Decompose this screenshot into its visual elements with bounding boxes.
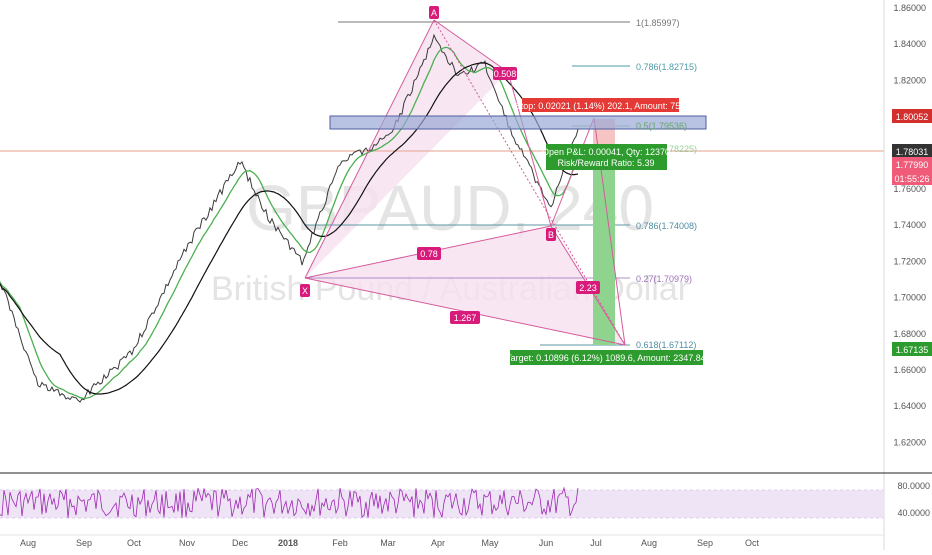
target-zone (593, 151, 615, 345)
y-axis-label: 1.74000 (893, 220, 926, 230)
x-axis-label: Dec (232, 538, 249, 548)
ratio-1267-text: 1.267 (454, 313, 477, 323)
x-axis-label: Jun (539, 538, 554, 548)
stop-label-bg (522, 98, 679, 112)
y-axis-label: 1.76000 (893, 184, 926, 194)
price-tag-dark-text: 1.78031 (896, 147, 929, 157)
label-a-bg (429, 6, 439, 19)
resistance-zone[interactable] (329, 115, 707, 130)
ratio-to-b-line (507, 71, 552, 227)
price-tag-pink-text: 1.77990 (896, 160, 929, 170)
price-tag-pink-bg (892, 157, 932, 171)
fib-label-27: 0.27(1.70979) (636, 274, 692, 284)
label-b-bg (546, 228, 556, 241)
ratio-1267: 1.267 (450, 311, 480, 324)
price-tag-green: 1.67135 (892, 342, 932, 356)
open-pl-text: Open P&L: 0.00041, Qty: 12370 (542, 147, 670, 157)
time-axis: Aug Sep Oct Nov Dec 2018 Feb Mar Apr May Jun Jul Aug… (20, 538, 760, 548)
ma-green-line (0, 46, 579, 400)
watermark-symbol: GBPAUD, 240 (246, 172, 654, 244)
price-tag-red-text: 1.80052 (896, 112, 929, 122)
y-axis-label: 1.82000 (893, 75, 926, 85)
price-tag-pink: 1.77990 (892, 157, 932, 171)
ma-black-line (0, 62, 579, 395)
y-axis-label: 1.64000 (893, 401, 926, 411)
y-axis-label: 1.72000 (893, 256, 926, 266)
price-tag-red-bg (892, 109, 932, 123)
b-to-c-line (550, 117, 595, 227)
ratio-078-bg (417, 247, 441, 260)
rsi-lower-label: 40.0000 (897, 508, 930, 518)
x-axis-label: Aug (20, 538, 36, 548)
y-axis-label: 1.62000 (893, 437, 926, 447)
target-label[interactable]: Target: 0.10896 (6.12%) 1089.6, Amount: … (506, 350, 706, 365)
ratio-508-bg (493, 67, 517, 80)
rsi-line (0, 486, 579, 518)
fib-label-b: 0.786(1.74008) (636, 221, 697, 231)
x-axis-label: Mar (380, 538, 396, 548)
x-axis-label: 2018 (278, 538, 298, 548)
x-axis-label: Sep (76, 538, 92, 548)
label-a: A (429, 6, 439, 19)
label-b-text: B (548, 230, 554, 240)
y-axis-label: 1.66000 (893, 365, 926, 375)
ratio-078: 0.78 (417, 247, 441, 260)
timer-tag: 01:55:26 (892, 171, 932, 185)
x-axis-label: Feb (332, 538, 348, 548)
fib-label-5: 0.5(1.79536) (636, 121, 687, 131)
target-label-text: Target: 0.10896 (6.12%) 1089.6, Amount: … (506, 353, 706, 363)
label-b: B (546, 228, 556, 241)
x-axis-label: Jul (590, 538, 602, 548)
x-axis-label: Nov (179, 538, 196, 548)
a-to-ratio-line (433, 19, 509, 73)
label-x-bg (300, 284, 310, 297)
ratio-223: 2.23 (576, 281, 600, 294)
fib-label-618: 0.618(1.67112) (636, 340, 696, 350)
price-tag-green-text: 1.67135 (896, 345, 929, 355)
fib-label-1: 1(1.85997) (636, 18, 680, 28)
label-x: X (300, 284, 310, 297)
ratio-223-bg (576, 281, 600, 294)
fib-label-786: 0.786(1.82715) (636, 62, 697, 72)
x-axis-label: Apr (431, 538, 445, 548)
y-axis-label: 1.84000 (893, 39, 926, 49)
risk-reward-text: Risk/Reward Ratio: 5.39 (557, 158, 654, 168)
ratio-223-text: 2.23 (579, 283, 597, 293)
price-line (0, 33, 579, 403)
stop-label-text: Stop: 0.02021 (1.14%) 202.1, Amount: 750 (515, 101, 686, 111)
x-axis-label: Oct (127, 538, 142, 548)
open-pl-label[interactable]: Open P&L: 0.00041, Qty: 12370 Risk/Rewar… (542, 144, 670, 170)
x-axis-label: Oct (745, 538, 760, 548)
y-axis-label: 1.86000 (893, 3, 926, 13)
x-axis-label: Sep (697, 538, 713, 548)
target-label-bg (510, 350, 703, 365)
timer-tag-text: 01:55:26 (894, 174, 929, 184)
timer-tag-bg (892, 171, 932, 185)
open-pl-bg (546, 144, 667, 170)
label-x-text: X (302, 286, 308, 296)
ratio-508: 0.508 (493, 67, 517, 80)
x-axis-label: Aug (641, 538, 657, 548)
ratio-508-text: 0.508 (494, 69, 517, 79)
label-a-text: A (431, 8, 437, 18)
rsi-upper-label: 80.0000 (897, 481, 930, 491)
ratio-1267-bg (450, 311, 480, 324)
price-tag-red: 1.80052 (892, 109, 932, 123)
x-axis-label: May (481, 538, 499, 548)
bcd-pattern-fill (305, 226, 625, 345)
y-axis-label: 1.68000 (893, 329, 926, 339)
ratio-078-text: 0.78 (420, 249, 438, 259)
price-tag-dark: 1.78031 (892, 144, 932, 158)
xa-line (304, 19, 435, 279)
y-axis-label: 1.70000 (893, 293, 926, 303)
stop-label[interactable]: Stop: 0.02021 (1.14%) 202.1, Amount: 750 (515, 98, 686, 112)
xab-pattern-fill (305, 20, 508, 278)
price-tag-green-bg (892, 342, 932, 356)
price-tag-dark-bg (892, 144, 932, 158)
ad-line (433, 19, 626, 346)
